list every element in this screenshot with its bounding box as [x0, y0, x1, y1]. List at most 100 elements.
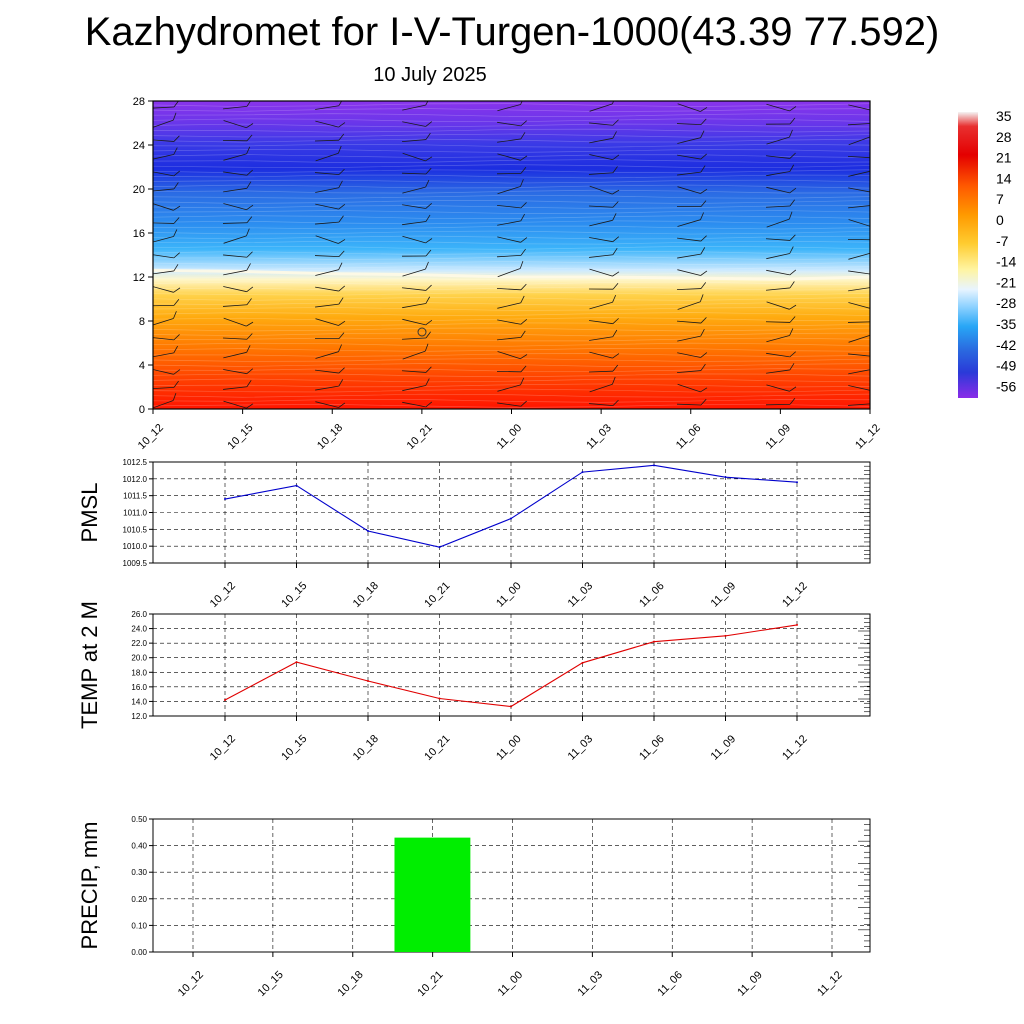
temperature-contour	[153, 307, 870, 311]
wind-barb	[153, 229, 178, 244]
colorbar-label: -42	[996, 337, 1016, 353]
wind-barb	[315, 332, 345, 340]
data-point	[510, 705, 512, 708]
data-point	[438, 546, 441, 549]
wind-barb	[848, 385, 870, 392]
data-point	[367, 530, 369, 533]
temperature-contour	[153, 368, 870, 373]
wind-barb	[765, 398, 796, 406]
wind-barb	[402, 121, 433, 127]
xtick-label: 10_18	[351, 580, 381, 610]
heatmap-xtick-label: 10_12	[136, 422, 166, 452]
y-axis-label: TEMP at 2 M	[77, 601, 102, 729]
ytick-label: 0.40	[131, 842, 147, 851]
heatmap-xtick-label: 11_09	[763, 422, 793, 452]
wind-barb	[153, 264, 179, 275]
wind-barb	[315, 168, 345, 176]
temperature-contour	[153, 169, 870, 174]
wind-barb	[589, 185, 620, 195]
heatmap-ytick-label: 8	[139, 316, 145, 328]
wind-barb	[315, 120, 346, 128]
wind-barb	[496, 167, 527, 175]
wind-barb	[848, 334, 870, 343]
wind-barb	[677, 103, 708, 112]
temperature-contour	[153, 302, 870, 306]
wind-barb	[765, 117, 796, 125]
wind-barb	[223, 203, 254, 211]
wind-barb	[766, 186, 797, 194]
heatmap-xtick-label: 10_15	[225, 422, 255, 452]
wind-barb	[766, 281, 795, 291]
wind-barb	[677, 247, 706, 259]
data-point	[724, 476, 727, 479]
xtick-label: 10_21	[422, 733, 452, 763]
wind-barb	[223, 181, 252, 193]
heatmap-ytick-label: 16	[133, 228, 145, 240]
ytick-label: 24.0	[131, 625, 147, 634]
wind-barb	[153, 217, 180, 224]
wind-barb	[847, 155, 870, 159]
wind-barb	[315, 318, 346, 326]
data-point	[581, 471, 584, 474]
temperature-contour	[153, 154, 870, 158]
wind-barb	[848, 302, 870, 310]
xtick-label: 11_12	[780, 733, 810, 763]
wind-barb	[222, 216, 253, 224]
temperature-contour	[153, 281, 870, 286]
xtick-label: 10_18	[351, 733, 381, 763]
ytick-label: 1011.5	[123, 492, 147, 501]
wind-barb	[402, 152, 433, 162]
data-point	[510, 517, 512, 520]
wind-barb	[589, 154, 620, 161]
wind-barb	[223, 317, 254, 327]
data-point	[224, 698, 226, 701]
wind-barb	[677, 212, 704, 227]
wind-barb	[315, 215, 344, 225]
wind-barb	[402, 261, 429, 277]
wind-barb	[589, 247, 618, 258]
wind-barb	[588, 282, 619, 290]
xtick-label: 10_15	[279, 580, 309, 610]
wind-barb	[848, 403, 870, 406]
wind-barb	[223, 368, 254, 375]
wind-barb	[588, 201, 619, 208]
ytick-label: 1009.5	[123, 559, 148, 568]
wind-barb	[848, 252, 870, 260]
wind-barb	[223, 228, 250, 244]
temperature-contour	[153, 337, 870, 342]
pmsl-panel: 1009.5 1010.0 1010.5 1011.0 1011.5 1012.0 1012…	[77, 458, 871, 610]
wind-barb	[589, 318, 619, 325]
heatmap-ytick-label: 28	[133, 96, 145, 108]
ytick-label: 16.0	[131, 683, 147, 692]
wind-barb	[677, 165, 706, 176]
temperature-contour	[153, 179, 870, 184]
wind-barb	[315, 262, 343, 276]
wind-barb	[401, 249, 432, 257]
wind-barb	[223, 101, 252, 110]
wind-barb	[589, 236, 620, 243]
wind-barb	[497, 236, 528, 243]
wind-barb	[315, 401, 346, 408]
temperature-contour	[153, 184, 870, 189]
wind-barb	[497, 295, 525, 309]
temperature-contour	[153, 296, 870, 301]
wind-barb	[153, 252, 180, 259]
wind-barb	[153, 182, 179, 192]
wind-barb	[677, 153, 708, 160]
wind-barb	[497, 120, 527, 127]
data-point	[224, 498, 226, 501]
heatmap-xtick-label: 11_00	[495, 422, 525, 452]
temperature-contour	[153, 286, 870, 291]
wind-barb	[766, 164, 795, 177]
wind-barb	[315, 379, 344, 391]
colorbar-label: 35	[996, 108, 1012, 124]
wind-barb	[677, 235, 707, 242]
temperature-contour	[153, 103, 870, 107]
wind-barb	[766, 152, 796, 159]
temperature-contour	[153, 383, 870, 388]
xtick-label: 11_03	[566, 733, 596, 763]
xtick-label: 11_12	[815, 969, 845, 999]
xtick-label: 10_21	[415, 969, 445, 999]
wind-barb	[677, 363, 706, 374]
wind-barb	[589, 376, 616, 393]
